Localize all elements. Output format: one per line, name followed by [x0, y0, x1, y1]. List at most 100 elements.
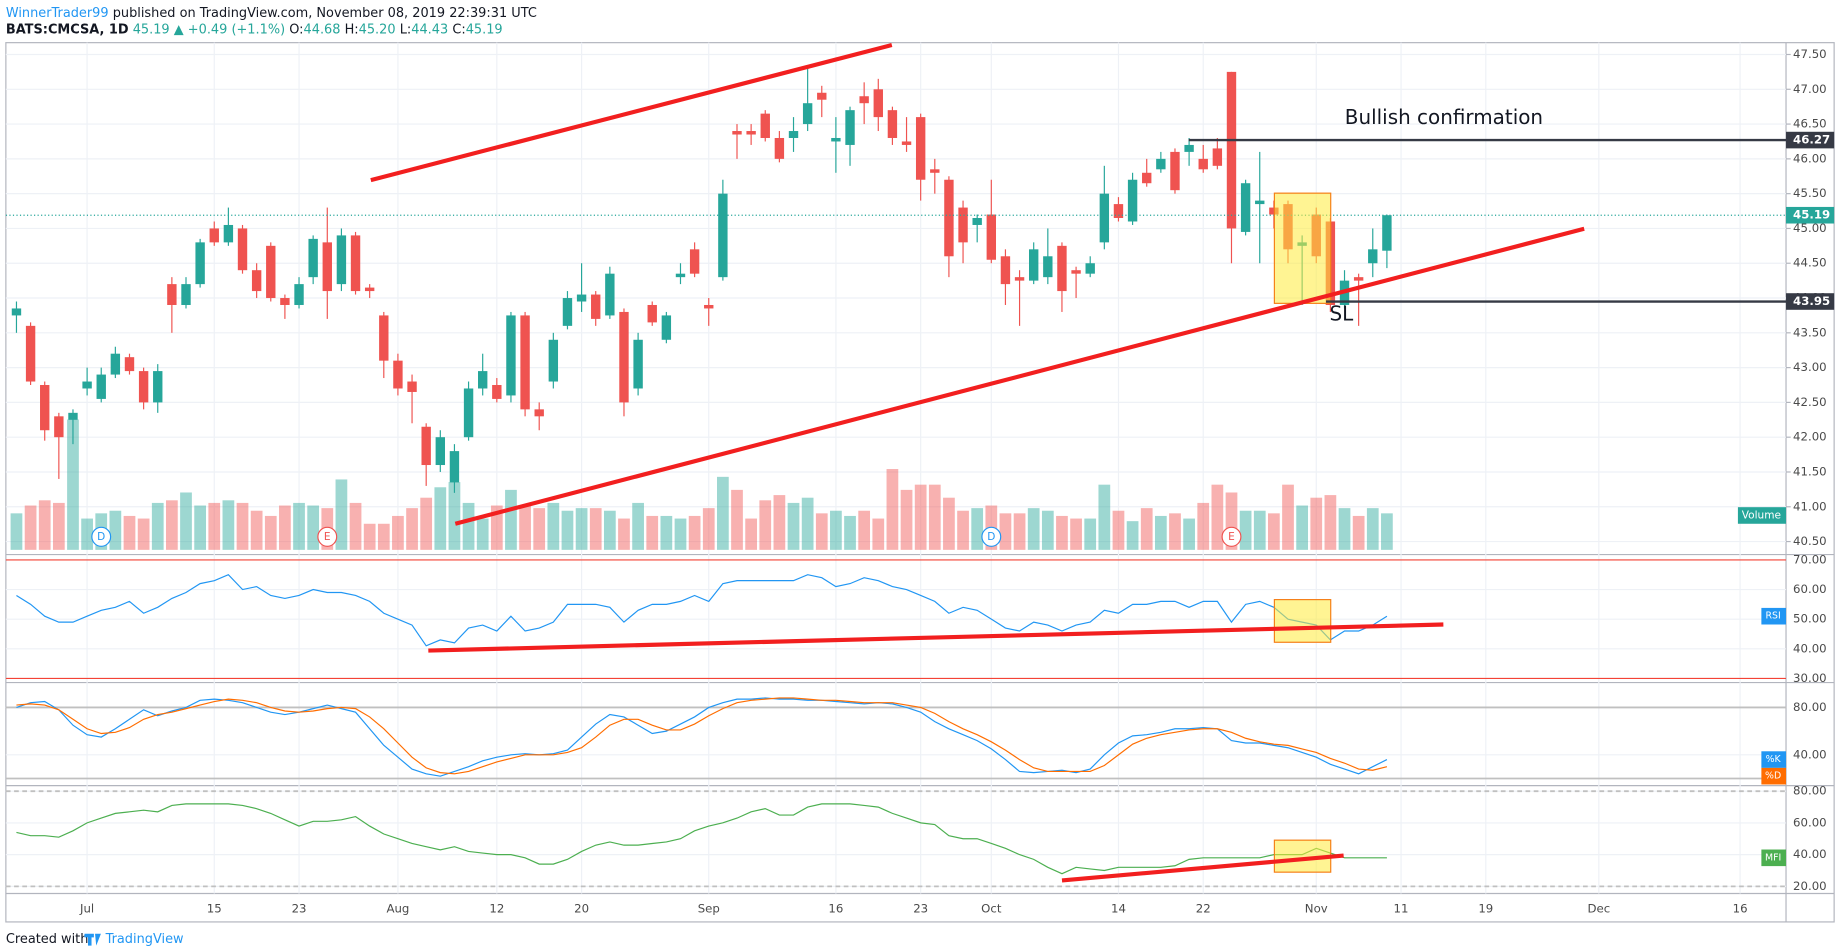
candle-body	[11, 308, 22, 316]
x-tick-label: 14	[1111, 901, 1126, 915]
volume-bar	[476, 518, 489, 550]
volume-bar	[688, 515, 701, 550]
volume-bar	[900, 489, 913, 550]
candle-body	[901, 141, 912, 145]
candle-body	[435, 437, 446, 466]
volume-bar	[279, 505, 291, 550]
trend-line	[428, 622, 1444, 653]
volume-bar	[1013, 513, 1026, 550]
volume-bar	[589, 508, 602, 550]
volume-bar	[1366, 508, 1379, 550]
volume-bar	[886, 469, 899, 550]
volume-bar	[1056, 515, 1068, 550]
annotation: Bullish confirmation	[1345, 105, 1543, 129]
volume-bar	[490, 505, 503, 550]
y-tick-label: 60.00	[1793, 815, 1827, 829]
symbol-line: BATS:CMCSA, 1D 45.19 ▲ +0.49 (+1.1%) O:4…	[6, 22, 503, 37]
volume-bar	[1352, 515, 1365, 550]
y-tick-label: 40.00	[1793, 641, 1827, 655]
event-marker	[1221, 526, 1242, 547]
candle-body	[930, 169, 940, 173]
candle-body	[294, 284, 304, 305]
candle-body	[463, 388, 474, 438]
candle-body	[1170, 151, 1180, 191]
candle-body	[336, 235, 347, 285]
volume-bar	[773, 495, 786, 550]
volume-bar	[660, 515, 673, 550]
volume-bar	[1084, 518, 1097, 550]
volume-bar	[759, 500, 772, 550]
series-label: RSI	[1765, 611, 1780, 622]
volume-bar	[1310, 497, 1323, 550]
author[interactable]: WinnerTrader99	[6, 5, 109, 20]
candle-body	[647, 304, 657, 323]
y-tick-label: 60.00	[1793, 582, 1827, 596]
event-label: D	[97, 530, 105, 543]
volume-bar	[24, 505, 37, 550]
volume-bar	[307, 505, 320, 550]
candle-body	[746, 131, 756, 135]
volume-bar	[717, 476, 729, 550]
candle-body	[1240, 183, 1251, 232]
level-box	[1786, 131, 1835, 149]
candle-body	[25, 325, 36, 382]
volume-bar	[194, 505, 206, 550]
footer-brand[interactable]: TradingView	[105, 932, 184, 947]
volume-bar	[52, 502, 65, 550]
h-value: 45.20	[359, 22, 396, 37]
l-label: L:	[400, 22, 412, 37]
x-tick-label: Sep	[698, 901, 720, 915]
indicator-line	[16, 697, 1388, 777]
series-label: %K	[1766, 754, 1782, 765]
candle-body	[661, 315, 672, 340]
candle-body	[223, 224, 234, 243]
volume-bar	[38, 500, 51, 550]
volume-bar	[547, 502, 560, 550]
volume-bar	[561, 510, 574, 550]
y-tick-label: 41.00	[1793, 499, 1827, 513]
trend-line	[1061, 853, 1344, 883]
candle-body	[972, 218, 982, 225]
volume-bar	[137, 518, 150, 550]
volume-bar	[1112, 510, 1125, 550]
volume-bar	[731, 489, 743, 550]
volume-bar	[815, 513, 828, 550]
volume-bar	[999, 513, 1012, 550]
candle-body	[845, 110, 855, 145]
volume-bar	[363, 523, 376, 550]
price: 45.19	[133, 22, 170, 37]
l-value: 44.43	[411, 22, 448, 37]
event-marker	[91, 526, 112, 547]
volume-bar	[1154, 515, 1167, 550]
volume-bar	[1070, 518, 1082, 550]
volume-bar	[943, 497, 955, 550]
y-tick-label: 50.00	[1793, 612, 1827, 626]
candle-body	[675, 273, 686, 278]
volume-bar	[448, 482, 461, 550]
candle-body	[1156, 158, 1166, 170]
volume-bar	[844, 515, 856, 550]
y-tick-label: 43.50	[1793, 325, 1827, 339]
volume-bar	[928, 484, 941, 550]
candle-body	[478, 371, 488, 389]
volume-bar	[1126, 521, 1139, 550]
candle-body	[619, 311, 629, 403]
level-label: 43.95	[1793, 294, 1830, 308]
candle-body	[1000, 256, 1011, 285]
candle-body	[944, 179, 954, 257]
candle-body	[1085, 263, 1095, 274]
volume-bar	[109, 510, 122, 550]
volume-bar	[801, 497, 814, 550]
x-tick-label: Oct	[981, 901, 1002, 915]
candle-body	[1028, 249, 1039, 281]
candle-body	[350, 235, 361, 292]
tradingview-logo	[84, 933, 101, 946]
candle-body	[124, 357, 135, 372]
indicator-line	[16, 803, 1387, 875]
volume-bar	[1253, 510, 1266, 550]
last-price-box	[1786, 206, 1835, 224]
volume-bar	[971, 508, 984, 550]
candle-body	[364, 287, 375, 292]
